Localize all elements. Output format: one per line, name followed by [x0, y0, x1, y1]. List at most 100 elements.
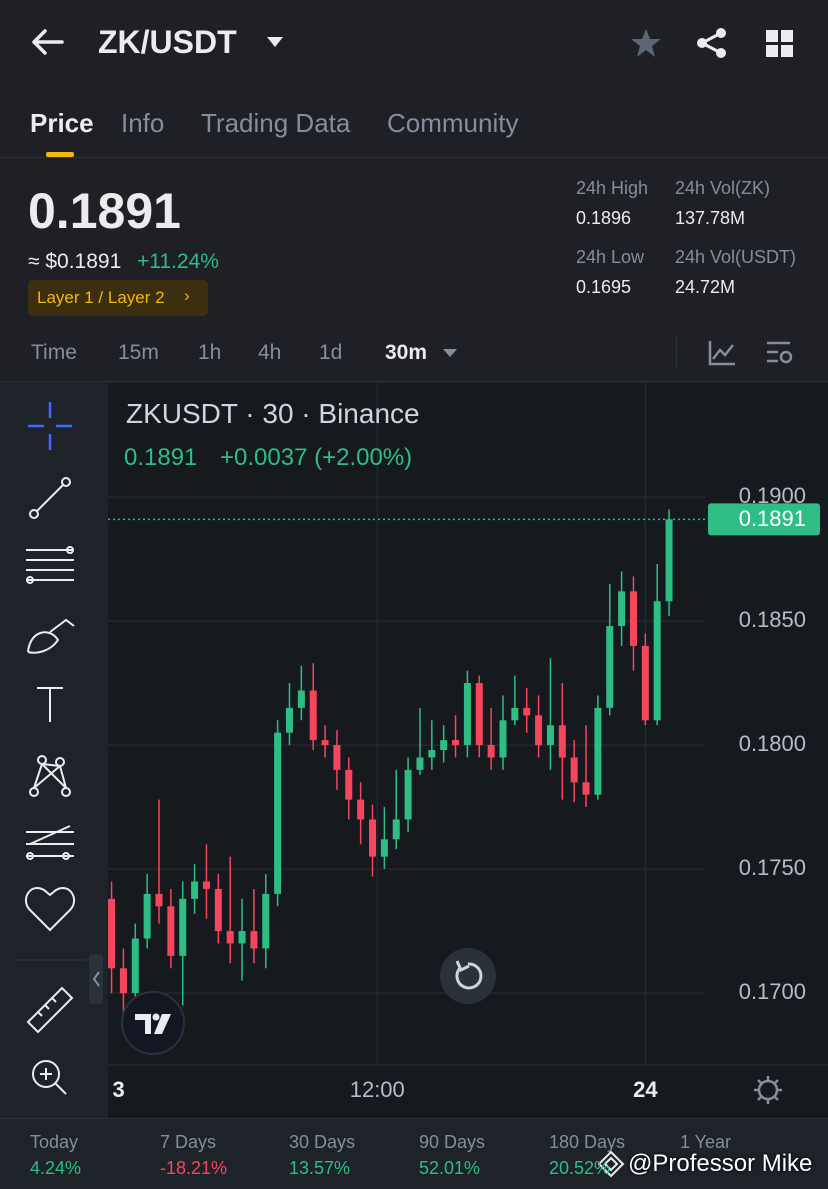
candle-body [487, 745, 495, 758]
timeframe[interactable]: 30m [385, 341, 428, 364]
y-tick-label: 0.1850 [739, 607, 806, 632]
candle-body [250, 931, 258, 949]
candle-body [594, 707, 602, 795]
period-label: Today [30, 1132, 79, 1152]
candle-body [191, 881, 199, 899]
stat-value: 137.78M [675, 208, 746, 228]
chart-title: ZKUSDT · 30 · Binance [126, 398, 420, 429]
favorite-icon[interactable] [630, 28, 662, 58]
period-value: 13.57% [289, 1158, 351, 1178]
last-price: 0.1891 [28, 183, 181, 239]
last-price-box [708, 503, 820, 536]
tab[interactable]: Price [30, 108, 94, 138]
period-value: 4.24% [30, 1158, 82, 1178]
share-icon[interactable] [696, 28, 728, 58]
candle-body [131, 938, 139, 994]
candle-body [463, 683, 471, 746]
timeframe[interactable]: 4h [258, 341, 282, 364]
chart-price: 0.1891 [124, 444, 198, 471]
tag-text[interactable]: Layer 1 / Layer 2 [37, 288, 165, 307]
candle-body [155, 893, 163, 907]
period-value: 52.01% [419, 1158, 481, 1178]
period-label: 30 Days [289, 1132, 356, 1152]
top-panel [0, 0, 828, 382]
pair-dropdown[interactable] [266, 36, 284, 48]
candle-body [285, 707, 293, 733]
stat-label: 24h Low [576, 247, 645, 267]
candle-body [570, 757, 578, 783]
candle-body [380, 839, 388, 857]
candle-body [440, 740, 448, 751]
back-button[interactable] [30, 28, 66, 56]
watermark: @Professor Mike [628, 1150, 813, 1177]
candle-body [523, 707, 531, 716]
candle-body [582, 782, 590, 795]
period-label: 90 Days [419, 1132, 486, 1152]
y-tick-label: 0.1750 [739, 855, 806, 880]
candle-body [179, 898, 187, 956]
candle-body [392, 819, 400, 840]
period-value: 20.52% [549, 1158, 611, 1178]
tab[interactable]: Trading Data [201, 108, 351, 138]
pair-title[interactable]: ZK/USDT [98, 24, 237, 60]
y-tick-label: 0.1700 [739, 979, 806, 1004]
timeframe[interactable]: 1d [319, 341, 343, 364]
candle-body [416, 757, 424, 770]
candle-body [167, 906, 175, 956]
timeframe-dropdown[interactable] [442, 348, 458, 358]
x-tick-label: 12:00 [350, 1077, 405, 1102]
divider [0, 157, 828, 158]
candle-body [226, 931, 234, 944]
stat-label: 24h Vol(ZK) [675, 178, 771, 198]
stat-value: 24.72M [675, 277, 736, 297]
drawing-toolbar [0, 382, 104, 1118]
divider [0, 381, 828, 382]
indicator-icon[interactable] [708, 340, 736, 366]
candle-body [404, 769, 412, 820]
tradingview-logo[interactable] [120, 990, 186, 1056]
tab[interactable]: Community [387, 108, 519, 138]
timeframe[interactable]: 1h [198, 341, 222, 364]
candle-body [262, 893, 270, 949]
usd-price: ≈ $0.1891 [28, 250, 122, 273]
candle-body [629, 591, 637, 646]
tab-indicator [46, 152, 74, 157]
candle-body [309, 690, 317, 741]
x-tick-label: 24 [633, 1077, 658, 1102]
candle-body [108, 898, 116, 969]
timeframe: Time [31, 341, 77, 364]
candle-body [143, 893, 151, 939]
period-label: 7 Days [160, 1132, 217, 1152]
divider [676, 337, 677, 369]
period-label: 180 Days [549, 1132, 626, 1152]
candle-body [546, 725, 554, 746]
stat-value: 0.1896 [576, 208, 632, 228]
candle-body [333, 745, 341, 770]
candle-body [558, 725, 566, 758]
timeframe[interactable]: 15m [118, 341, 159, 364]
x-tick-label: 3 [113, 1077, 125, 1102]
candle-body [345, 769, 353, 800]
y-tick-label: 0.1800 [739, 731, 806, 756]
grid-icon[interactable] [766, 30, 794, 58]
settings-icon[interactable] [766, 340, 794, 366]
candle-body [499, 720, 507, 758]
candle-body [357, 799, 365, 820]
chart-settings[interactable] [752, 1074, 784, 1106]
candle-body [369, 819, 377, 857]
period-label: 1 Year [680, 1132, 732, 1152]
candle-body [428, 750, 436, 758]
candle-body [641, 645, 649, 721]
tab[interactable]: Info [121, 108, 165, 138]
reset-button[interactable] [438, 946, 498, 1006]
candle-body [321, 740, 329, 746]
price-change: +11.24% [137, 250, 219, 273]
candle-body [202, 881, 210, 889]
tag-chip[interactable] [28, 280, 208, 316]
stat-value: 0.1695 [576, 277, 632, 297]
chart-change: +0.0037 (+2.00%) [220, 444, 413, 471]
candle-body [475, 683, 483, 746]
stat-label: 24h Vol(USDT) [675, 247, 797, 267]
